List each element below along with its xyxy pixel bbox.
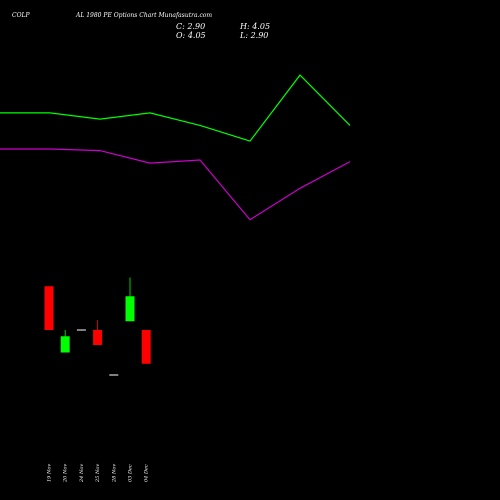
open-readout: O: 4.05 bbox=[176, 31, 206, 40]
overlay-line bbox=[0, 148, 351, 221]
symbol-label: COLP bbox=[12, 12, 30, 19]
x-tick-label: 03 Dec bbox=[128, 464, 134, 482]
close-label: C: bbox=[176, 22, 185, 31]
overlay-line bbox=[0, 74, 351, 142]
x-tick-label: 24 Nov bbox=[79, 464, 85, 483]
low-readout: L: 2.90 bbox=[240, 31, 268, 40]
x-tick-label: 19 Nov bbox=[47, 464, 53, 482]
candle-body bbox=[60, 336, 70, 353]
x-tick-label: 28 Nov bbox=[111, 464, 117, 483]
low-value: 2.90 bbox=[250, 31, 269, 40]
x-tick-label: 20 Nov bbox=[63, 464, 69, 483]
open-label: O: bbox=[176, 31, 186, 40]
x-tick-label: 25 Nov bbox=[95, 464, 101, 483]
x-tick-label: 04 Dec bbox=[144, 464, 150, 482]
high-label: H: bbox=[240, 22, 250, 31]
high-readout: H: 4.05 bbox=[240, 22, 270, 31]
open-value: 4.05 bbox=[187, 31, 206, 40]
chart-title: AL 1980 PE Options Chart Munafasutra.com bbox=[76, 12, 213, 19]
candle-body bbox=[141, 330, 151, 364]
close-readout: C: 2.90 bbox=[176, 22, 205, 31]
close-value: 2.90 bbox=[187, 22, 206, 31]
candle-body bbox=[125, 296, 135, 322]
high-value: 4.05 bbox=[252, 22, 271, 31]
overlay-lines bbox=[0, 74, 351, 221]
candle-body bbox=[44, 286, 54, 330]
low-label: L: bbox=[240, 31, 249, 40]
candles bbox=[44, 277, 151, 376]
candle-body bbox=[93, 330, 103, 345]
x-axis-ticks: 19 Nov 20 Nov 24 Nov 25 Nov 28 Nov 03 Dec 04 D… bbox=[47, 464, 150, 483]
